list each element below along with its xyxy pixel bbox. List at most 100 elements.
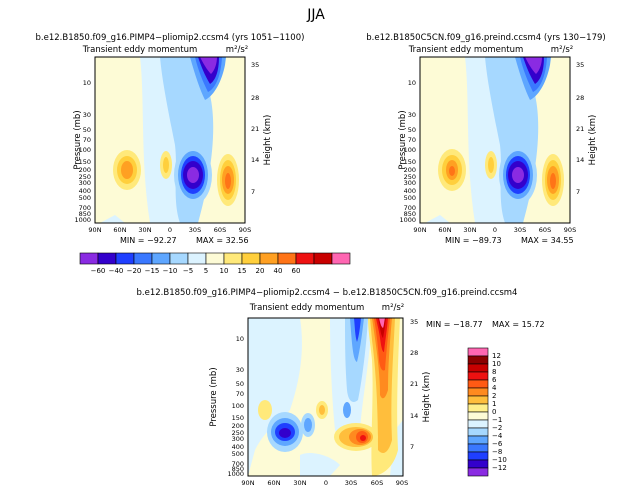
contour-neg-weak: [248, 318, 302, 476]
height-tick-label: 21: [251, 125, 259, 133]
y-tick-label: 100: [232, 402, 244, 410]
colorbar-labels: −60 −40 −20 −15 −10 −5 5 10 15 20 40 60: [91, 267, 301, 275]
height-tick-label: 21: [410, 380, 418, 388]
colorbar-label: 60: [292, 267, 301, 275]
panel-title: b.e12.B1850C5CN.f09_g16.preind.ccsm4 (yr…: [366, 33, 605, 43]
height-tick-label: 7: [410, 443, 414, 451]
y-tick-label: 1000: [399, 216, 416, 224]
colorbar-label: −20: [127, 267, 142, 275]
height-tick-label: 28: [410, 349, 418, 357]
contour-pos-lobe: [121, 161, 133, 179]
y-tick-label: 850: [404, 210, 416, 218]
max-label: MAX = 34.55: [521, 236, 574, 245]
height-ticks: 35 28 21 14 7: [410, 318, 418, 451]
contour-pos-lobe: [163, 157, 169, 173]
x-tick-label: 30N: [138, 226, 151, 234]
colorbar-swatch: [187, 252, 207, 265]
y-tick-label: 250: [232, 429, 244, 437]
colorbar-swatch: [467, 419, 489, 429]
contour-field: [420, 57, 570, 223]
x-tick-label: 60N: [113, 226, 126, 234]
x-tick-label: 90S: [564, 226, 576, 234]
y-tick-label: 70: [83, 136, 91, 144]
colorbar-swatch: [467, 451, 489, 461]
colorbar-label: −1: [492, 416, 502, 424]
panel-subtitle: Transient eddy momentum: [408, 45, 524, 55]
contour-pos-core: [379, 318, 385, 328]
y-ticks: 10 30 50 70 100 150 200 250 300 400 500 …: [399, 79, 416, 224]
season-title: JJA: [306, 7, 325, 23]
contour-neg-lobe: [512, 167, 524, 183]
plot-frame: [94, 56, 246, 224]
height-tick-label: 14: [251, 156, 259, 164]
x-tick-label: 60N: [438, 226, 451, 234]
contour-pos-lobe: [319, 405, 325, 415]
colorbar-boxes: [79, 252, 351, 265]
height-ticks: 35 28 21 14 7: [576, 61, 584, 196]
y-tick-label: 500: [79, 194, 91, 202]
height-tick-label: 7: [576, 188, 580, 196]
max-label: MAX = 32.56: [196, 236, 249, 245]
colorbar-labels: 12 10 8 6 4 2 1 0 −1 −2 −4 −6 −8 −10 −12: [492, 352, 507, 472]
colorbar-swatch: [467, 403, 489, 413]
y-tick-label: 400: [79, 187, 91, 195]
contour-neg-weak: [100, 215, 125, 223]
contour-neg-light: [354, 318, 361, 342]
y-tick-label: 700: [404, 204, 416, 212]
colorbar-label: 20: [256, 267, 265, 275]
y-tick-label: 70: [408, 136, 416, 144]
min-label: MIN = −89.73: [445, 236, 502, 245]
y-tick-label: 30: [408, 111, 416, 119]
y-tick-label: 50: [83, 126, 91, 134]
contour-field: [248, 318, 403, 476]
contour-neg-lobe: [343, 402, 351, 418]
contour-neg-lobe: [279, 428, 291, 438]
y-tick-label: 200: [79, 166, 91, 174]
y-tick-label: 200: [404, 166, 416, 174]
colorbar-swatch: [467, 395, 489, 405]
y-tick-label: 10: [83, 79, 91, 87]
colorbar-swatch: [169, 252, 189, 265]
y-axis-label-right: Height (km): [422, 372, 432, 423]
plot-frame: [247, 317, 404, 477]
y-axis-label: Pressure (mb): [73, 110, 83, 169]
colorbar-swatch: [467, 363, 489, 373]
y-tick-label: 250: [79, 173, 91, 181]
y-tick-label: 50: [408, 126, 416, 134]
y-tick-label: 150: [79, 158, 91, 166]
y-tick-label: 400: [232, 443, 244, 451]
colorbar-swatch: [313, 252, 333, 265]
y-axis-label: Pressure (mb): [398, 110, 408, 169]
y-tick-label: 850: [232, 465, 244, 473]
colorbar-swatch: [115, 252, 135, 265]
x-ticks: 90N 60N 30N 0 30S 60S 90S: [413, 226, 576, 234]
y-tick-label: 850: [79, 210, 91, 218]
y-axis-label: Pressure (mb): [209, 367, 219, 426]
colorbar-label: −4: [492, 432, 503, 440]
height-tick-label: 7: [251, 188, 255, 196]
x-tick-label: 30S: [189, 226, 201, 234]
x-tick-label: 90N: [241, 479, 254, 487]
panel-preind: b.e12.B1850C5CN.f09_g16.preind.ccsm4 (yr…: [366, 33, 605, 245]
colorbar-swatch: [467, 371, 489, 381]
y-axis-label-right: Height (km): [588, 115, 598, 166]
y-tick-label: 1000: [227, 470, 244, 478]
contour-pos-lobe: [550, 173, 556, 189]
x-tick-label: 30N: [293, 479, 306, 487]
x-tick-label: 30N: [463, 226, 476, 234]
y-tick-label: 30: [236, 366, 244, 374]
x-tick-label: 90N: [88, 226, 101, 234]
colorbar-label: 40: [274, 267, 283, 275]
colorbar-swatch: [331, 252, 351, 265]
colorbar-swatch: [467, 467, 489, 477]
colorbar-label: −10: [163, 267, 178, 275]
colorbar-swatch: [467, 427, 489, 437]
height-tick-label: 14: [576, 156, 584, 164]
contour-pos-lobe: [258, 400, 272, 420]
colorbar-boxes: [467, 347, 489, 477]
colorbar-label: 15: [238, 267, 247, 275]
colorbar-label: −10: [492, 456, 507, 464]
x-tick-label: 0: [324, 479, 328, 487]
colorbar-label: 2: [492, 392, 496, 400]
panel-units: m²/s²: [382, 303, 404, 313]
